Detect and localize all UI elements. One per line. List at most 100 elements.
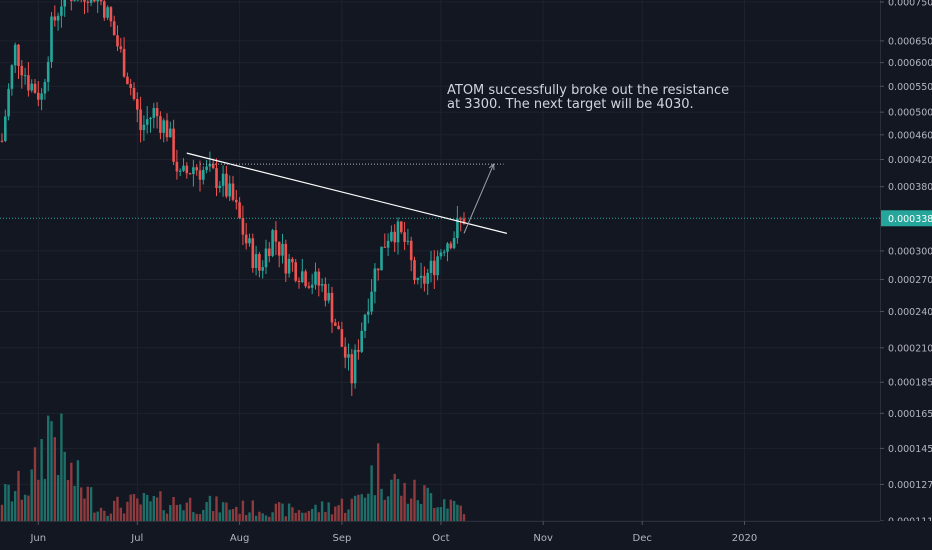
candle-body [320, 284, 324, 286]
volume-bar [297, 510, 301, 523]
time-tick-label: 2020 [732, 533, 757, 544]
price-axis-bg [880, 0, 932, 550]
candle-body [419, 275, 423, 278]
volume-bar [116, 496, 119, 523]
candle [449, 241, 453, 250]
candle [208, 151, 212, 172]
volume-bar [0, 504, 4, 523]
volume-bar [390, 479, 393, 523]
time-tick-label: Jul [130, 533, 143, 544]
candle [254, 245, 258, 276]
candle [429, 250, 433, 283]
candle-body [400, 221, 403, 233]
candle [175, 149, 179, 180]
time-axis: Jun Jul Aug Sep Oct Nov Dec 2020 [0, 521, 880, 550]
candle [330, 286, 334, 334]
volume-bar [126, 501, 129, 523]
volume-bar [20, 499, 23, 523]
candle-body [314, 271, 317, 285]
candle-body [380, 246, 383, 271]
candle [416, 277, 420, 285]
annotation-line-2: at 3300. The next target will be 4030. [447, 97, 694, 112]
candle [380, 246, 383, 271]
candle [215, 158, 218, 197]
volume-bar [386, 496, 390, 523]
volume-bar [225, 502, 228, 523]
candle-body [241, 217, 245, 235]
candle [228, 175, 231, 202]
candle [86, 0, 90, 13]
volume-bar [30, 469, 33, 523]
candle [271, 228, 274, 258]
candle-body [383, 246, 387, 248]
volume-bar [357, 494, 360, 523]
candle [350, 348, 354, 396]
candle-body [334, 322, 337, 326]
volume-bars [0, 413, 466, 523]
volume-bar [291, 507, 294, 523]
candle-body [56, 15, 60, 21]
candle-body [238, 202, 241, 218]
volume-bar [83, 498, 86, 523]
candle-body [264, 248, 268, 268]
candle-body [396, 221, 400, 243]
candle-body [53, 16, 57, 21]
candle [310, 273, 314, 295]
candle-body [215, 168, 218, 189]
candle-body [17, 44, 20, 66]
volume-bar [410, 498, 413, 523]
volume-bar [426, 487, 429, 523]
volume-bar [228, 509, 231, 523]
candle [132, 82, 136, 101]
volume-bar [304, 512, 307, 523]
candle-body [310, 284, 314, 288]
candle-body [350, 354, 354, 384]
volume-bar [367, 493, 370, 523]
candle-body [462, 218, 466, 224]
grid [0, 0, 880, 522]
volume-bar [380, 488, 383, 523]
volume-bar [23, 494, 27, 523]
volume-bar [353, 495, 357, 523]
candle-body [357, 349, 360, 352]
candle-body [145, 119, 149, 125]
volume-bar [212, 511, 215, 523]
candle [182, 158, 185, 172]
volume-bar [192, 512, 195, 523]
candle-body [235, 199, 238, 203]
volume-bar [337, 505, 340, 523]
candle-body [317, 271, 321, 286]
candle-body [60, 6, 63, 16]
candle-body [116, 35, 119, 47]
candle-body [211, 164, 215, 169]
candle [159, 111, 162, 140]
candle-body [89, 0, 93, 3]
volume-bar [96, 511, 99, 523]
candle-body [136, 98, 139, 110]
candle [383, 233, 387, 248]
candle-body [13, 44, 17, 66]
candle-body [304, 271, 307, 287]
volume-bar [188, 497, 192, 523]
volume-bar [350, 498, 353, 523]
volume-bar [10, 501, 14, 523]
volume-bar [456, 504, 459, 523]
volume-bar [449, 499, 452, 523]
candle-body [327, 292, 330, 301]
volume-bar [274, 503, 278, 523]
volume-bar [268, 516, 271, 523]
candle [23, 67, 27, 85]
candle [452, 231, 456, 250]
candle [46, 56, 50, 92]
candle-body [330, 292, 334, 323]
volume-bar [307, 510, 311, 523]
candle [274, 221, 278, 256]
volume-bar [169, 505, 172, 523]
candle [10, 64, 14, 96]
candle-body [370, 291, 373, 312]
candle [53, 5, 57, 27]
candle-body [337, 325, 340, 330]
